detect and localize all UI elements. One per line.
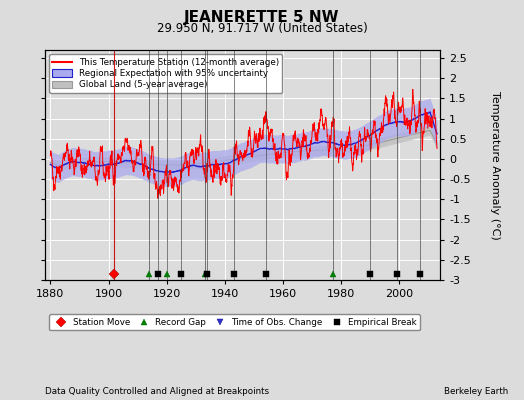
Text: Data Quality Controlled and Aligned at Breakpoints: Data Quality Controlled and Aligned at B… [45,387,269,396]
Y-axis label: Temperature Anomaly (°C): Temperature Anomaly (°C) [490,91,500,239]
Text: JEANERETTE 5 NW: JEANERETTE 5 NW [184,10,340,25]
Text: 29.950 N, 91.717 W (United States): 29.950 N, 91.717 W (United States) [157,22,367,35]
Legend: Station Move, Record Gap, Time of Obs. Change, Empirical Break: Station Move, Record Gap, Time of Obs. C… [49,314,420,330]
Text: Berkeley Earth: Berkeley Earth [444,387,508,396]
